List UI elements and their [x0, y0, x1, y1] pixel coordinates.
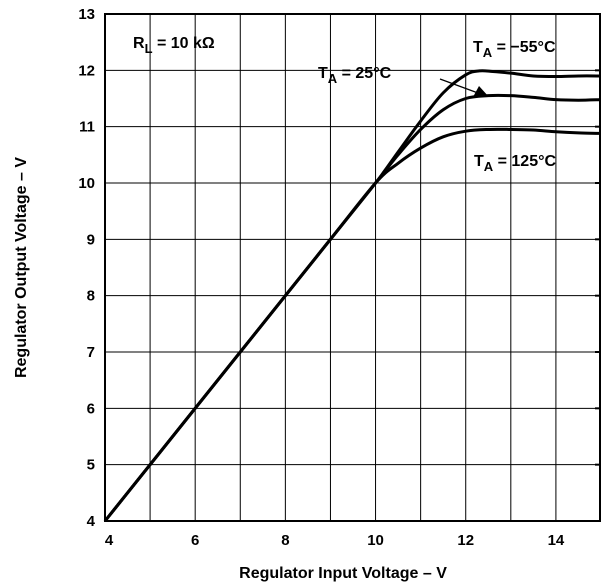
x-tick-label: 10	[367, 532, 384, 549]
ann-tm55-sub: A	[483, 45, 493, 60]
y-tick-label: 8	[87, 288, 95, 305]
x-tick-label: 4	[105, 532, 114, 549]
ann-t125-sub: A	[484, 159, 494, 174]
y-tick-label: 12	[78, 62, 95, 79]
series-label-25c: TA = 25°C	[318, 65, 392, 86]
ann-t125-rest: = 125°C	[493, 153, 556, 170]
ann-rl-main: R	[133, 35, 145, 52]
ann-rl-rest: = 10 kΩ	[153, 35, 215, 52]
pointer-arrowhead-25c	[473, 86, 489, 97]
ann-t25-sub: A	[328, 71, 338, 86]
load-resistance-label: RL = 10 kΩ	[133, 35, 215, 56]
grid-lines	[105, 14, 601, 521]
x-axis-label: Regulator Input Voltage – V	[239, 565, 447, 582]
ann-t25-rest: = 25°C	[337, 65, 391, 82]
series-lines	[103, 69, 601, 522]
y-tick-label: 6	[87, 400, 95, 417]
series-label-125c: TA = 125°C	[474, 153, 557, 174]
x-tick-label: 8	[281, 532, 289, 549]
y-tick-label: 10	[78, 175, 95, 192]
y-tick-label: 13	[78, 6, 95, 23]
y-tick-label: 9	[87, 231, 95, 248]
y-axis-label: Regulator Output Voltage – V	[13, 157, 30, 378]
y-tick-label: 5	[87, 457, 95, 474]
ann-rl-sub: L	[145, 41, 153, 56]
ann-t25-main: T	[318, 65, 328, 82]
series-label-minus55c: TA = −55°C	[473, 39, 556, 60]
y-tick-label: 4	[87, 513, 96, 530]
x-tick-label: 12	[457, 532, 474, 549]
annotations: RL = 10 kΩ TA = 25°C TA = −55°C TA = 125…	[133, 35, 557, 174]
x-tick-label: 14	[548, 532, 565, 549]
tick-labels: 4 6 8 10 12 14 4 5 6 7 8 9 10 11 12 13	[78, 6, 565, 549]
pointer-line-25c	[439, 78, 479, 94]
y-tick-label: 11	[79, 119, 95, 136]
series-line-2	[103, 127, 601, 522]
plot-frame	[104, 13, 601, 522]
ann-t125-main: T	[474, 153, 484, 170]
ann-tm55-rest: = −55°C	[492, 39, 556, 56]
ann-tm55-main: T	[473, 39, 483, 56]
y-tick-label: 7	[87, 344, 95, 361]
x-tick-label: 6	[191, 532, 199, 549]
